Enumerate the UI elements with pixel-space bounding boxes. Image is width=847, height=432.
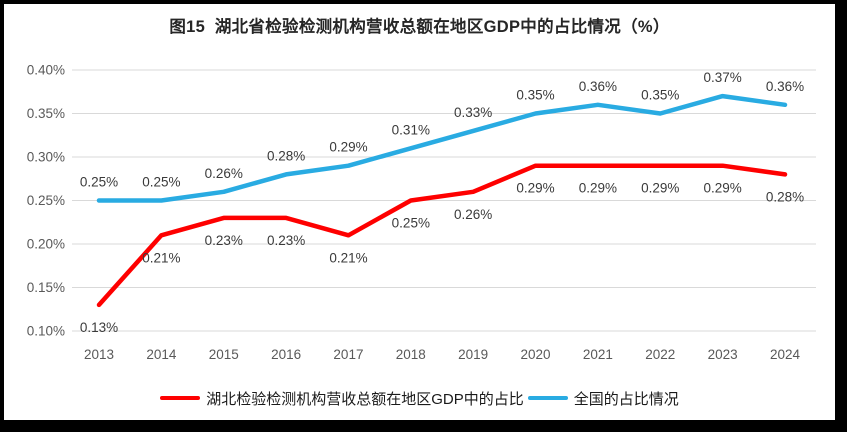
data-label-hubei: 0.29% <box>516 181 554 196</box>
x-axis-tick-label: 2024 <box>770 347 801 362</box>
x-axis-tick-label: 2017 <box>333 347 363 362</box>
y-axis-tick-label: 0.15% <box>27 280 65 295</box>
y-axis-tick-label: 0.30% <box>27 150 65 165</box>
data-label-hubei: 0.23% <box>267 233 305 248</box>
legend-line-sample-national <box>527 395 568 401</box>
x-axis-tick-label: 2023 <box>708 347 738 362</box>
series-line-national <box>96 93 788 203</box>
y-axis-tick-label: 0.35% <box>27 106 65 121</box>
data-label-national: 0.36% <box>766 79 804 94</box>
x-axis-tick-label: 2021 <box>583 347 613 362</box>
data-label-hubei: 0.29% <box>579 181 617 196</box>
data-label-hubei: 0.21% <box>142 250 180 265</box>
data-label-national: 0.33% <box>454 105 492 120</box>
x-axis-tick-label: 2019 <box>458 347 488 362</box>
data-label-hubei: 0.29% <box>703 181 741 196</box>
y-axis-tick-label: 0.25% <box>27 193 65 208</box>
data-label-hubei: 0.25% <box>392 216 430 231</box>
data-label-national: 0.31% <box>392 122 430 137</box>
data-label-national: 0.29% <box>329 140 367 155</box>
data-label-national: 0.37% <box>703 70 741 85</box>
data-label-national: 0.28% <box>267 148 305 163</box>
y-axis-tick-label: 0.10% <box>27 324 65 339</box>
data-label-hubei: 0.29% <box>641 181 679 196</box>
data-label-national: 0.25% <box>142 175 180 190</box>
x-axis-tick-label: 2018 <box>396 347 426 362</box>
x-axis-tick-label: 2016 <box>271 347 301 362</box>
chart-legend: 湖北检验检测机构营收总额在地区GDP中的占比 全国的占比情况 <box>4 376 835 420</box>
data-label-hubei: 0.13% <box>80 320 118 335</box>
data-label-hubei: 0.23% <box>205 233 243 248</box>
legend-line-sample-hubei <box>160 395 201 401</box>
data-label-hubei: 0.21% <box>329 250 367 265</box>
legend-label-hubei: 湖北检验检测机构营收总额在地区GDP中的占比 <box>206 390 524 408</box>
x-axis-tick-label: 2022 <box>645 347 675 362</box>
x-axis-tick-label: 2015 <box>209 347 239 362</box>
data-label-national: 0.36% <box>579 79 617 94</box>
legend-label-national: 全国的占比情况 <box>573 390 679 408</box>
x-axis-tick-label: 2014 <box>146 347 177 362</box>
data-label-national: 0.25% <box>80 175 118 190</box>
legend-item-hubei: 湖北检验检测机构营收总额在地区GDP中的占比 <box>160 388 524 409</box>
chart-title: 图15 湖北省检验检测机构营收总额在地区GDP中的占比情况（%） <box>169 18 670 36</box>
y-axis-tick-label: 0.40% <box>27 63 65 78</box>
data-label-hubei: 0.28% <box>766 189 804 204</box>
data-label-hubei: 0.26% <box>454 207 492 222</box>
data-label-national: 0.35% <box>516 88 554 103</box>
data-label-national: 0.35% <box>641 88 679 103</box>
line-chart-plot-area: 0.10% 0.15% 0.20% 0.25% 0.30% 0.35% 0.40% 2013 2… <box>27 63 816 362</box>
x-axis-tick-label: 2013 <box>84 347 114 362</box>
x-axis-tick-label: 2020 <box>521 347 551 362</box>
legend-item-national: 全国的占比情况 <box>527 388 679 409</box>
y-axis-tick-label: 0.20% <box>27 237 65 252</box>
series-line-hubei <box>96 163 788 308</box>
data-label-national: 0.26% <box>205 166 243 181</box>
